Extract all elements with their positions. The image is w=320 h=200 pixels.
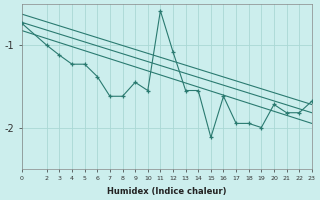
X-axis label: Humidex (Indice chaleur): Humidex (Indice chaleur) <box>107 187 227 196</box>
